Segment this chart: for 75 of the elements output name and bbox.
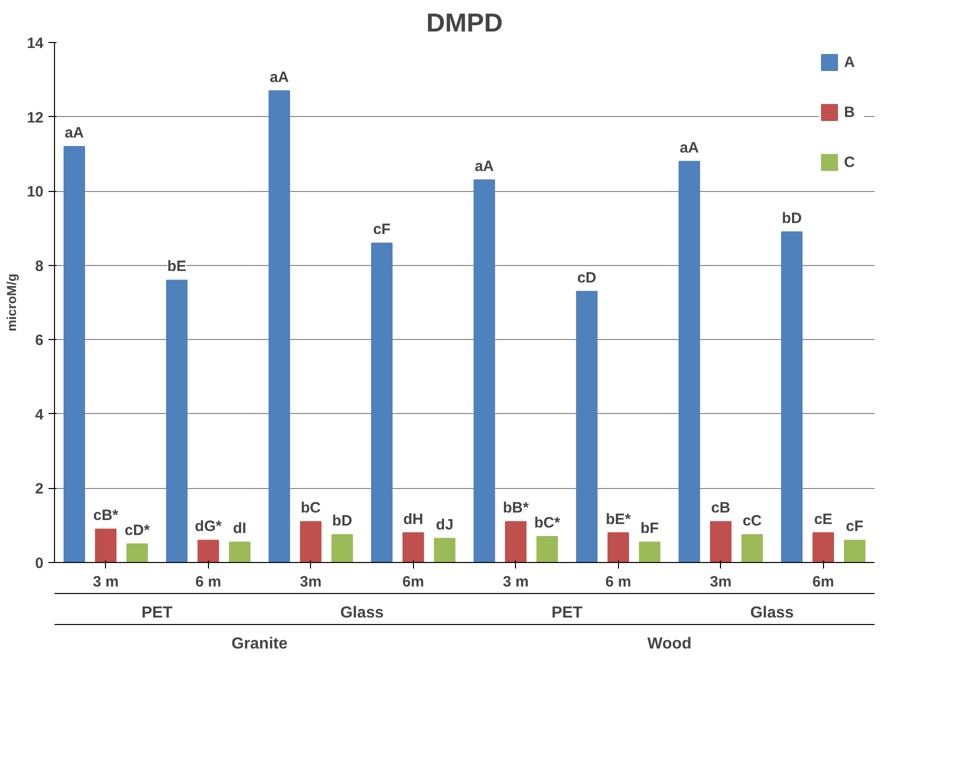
y-tick-label: 8 — [35, 258, 44, 275]
bar — [228, 542, 250, 562]
text: Wood — [647, 636, 692, 652]
data-label: cB — [711, 500, 731, 517]
data-label: cD* — [124, 522, 150, 539]
x-tick-label: 3 m — [92, 574, 119, 590]
text: Granite — [231, 636, 288, 652]
text: PET — [551, 604, 583, 622]
data-label: bF — [640, 520, 659, 538]
bar — [638, 542, 660, 562]
y-tick-label: 2 — [35, 480, 44, 498]
bar — [678, 160, 700, 562]
bar — [166, 280, 188, 562]
data-label: aA — [64, 124, 84, 142]
bar — [812, 532, 834, 562]
bar — [474, 179, 496, 562]
bar — [198, 540, 219, 562]
legend-label: B — [844, 104, 856, 120]
x-tick-label: 3 m — [502, 574, 529, 590]
y-tick-label: 14 — [26, 35, 44, 52]
data-label: bD — [332, 512, 352, 530]
bar — [576, 290, 598, 562]
bar — [402, 532, 424, 562]
bar — [371, 242, 393, 562]
x-tick-label: 6 m — [195, 574, 222, 590]
bar — [126, 543, 148, 562]
data-label: bE — [167, 258, 186, 276]
bar — [268, 90, 290, 562]
x-tick-label: 6 m — [605, 574, 632, 590]
bar — [710, 521, 732, 562]
data-label: dI — [233, 520, 246, 538]
legend-label: A — [844, 54, 856, 70]
data-label: aA — [474, 158, 494, 175]
x-tick-label: 3m — [300, 574, 322, 590]
y-tick-label: 6 — [35, 332, 44, 350]
x-tick-label: 3m — [710, 574, 732, 590]
bar — [608, 532, 629, 562]
bar — [300, 521, 322, 562]
data-label: cE — [814, 510, 832, 528]
text: Glass — [750, 604, 794, 622]
bar — [434, 538, 456, 562]
bar — [536, 536, 558, 562]
data-label: cB* — [93, 507, 118, 524]
data-label: cF — [373, 221, 391, 238]
legend-label: C — [844, 154, 856, 170]
y-tick-label: 0 — [35, 555, 44, 572]
data-label: bD — [782, 210, 802, 227]
bar — [64, 146, 86, 562]
data-label: cD — [577, 269, 597, 286]
y-tick-label: 10 — [26, 184, 44, 201]
text: Glass — [340, 604, 384, 622]
data-label: dG* — [194, 518, 222, 536]
data-label: dH — [403, 510, 424, 528]
chart-title: DMPD — [426, 8, 503, 38]
bar — [95, 528, 116, 562]
data-label: dJ — [436, 516, 454, 534]
data-label: bB* — [502, 500, 529, 517]
bar — [781, 231, 803, 562]
data-label: bC* — [534, 514, 560, 532]
data-label: bE* — [606, 510, 631, 528]
bar — [331, 534, 353, 562]
data-label: bC — [300, 500, 321, 517]
bar — [844, 540, 866, 562]
x-tick-label: 6m — [402, 574, 424, 590]
bar — [741, 534, 763, 562]
x-tick-label: 6m — [812, 574, 834, 590]
data-label: cF — [846, 518, 864, 536]
y-tick-label: 12 — [26, 109, 44, 126]
data-label: cC — [742, 512, 762, 530]
data-label: aA — [270, 68, 290, 86]
data-label: aA — [680, 139, 700, 156]
bar — [505, 521, 526, 562]
y-tick-label: 4 — [35, 406, 44, 424]
text: PET — [141, 604, 173, 622]
y-axis-title: microM/g — [4, 274, 19, 332]
